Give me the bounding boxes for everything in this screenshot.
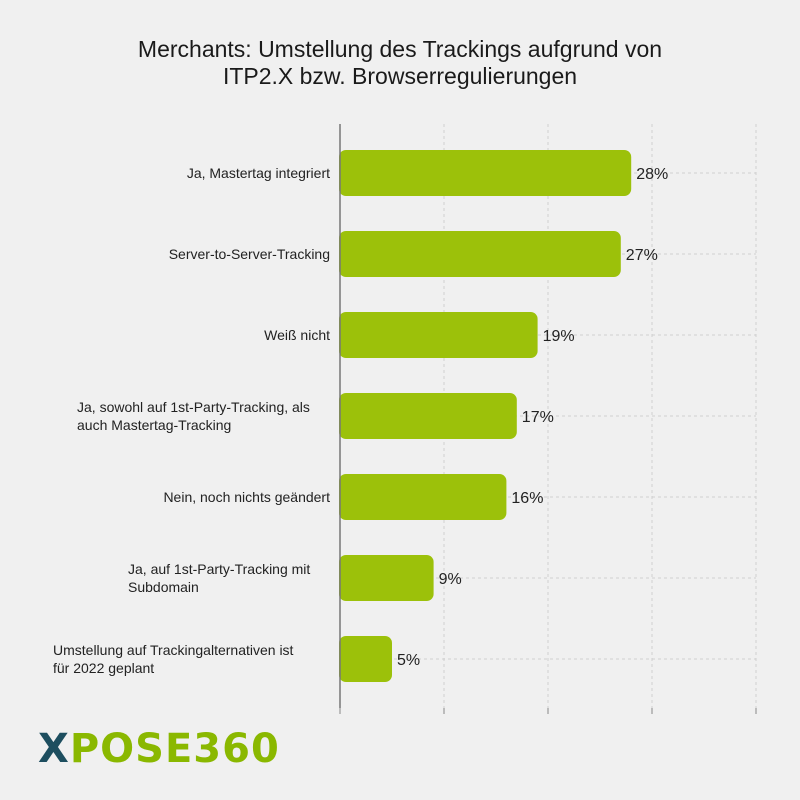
category-label: Weiß nicht: [45, 326, 330, 344]
category-label: Ja, sowohl auf 1st-Party-Tracking, als au…: [77, 398, 310, 434]
category-label-line: auch Mastertag-Tracking: [77, 417, 232, 433]
logo-x: X: [38, 726, 70, 772]
data-label: 17%: [522, 409, 554, 426]
category-label-line: Ja, sowohl auf 1st-Party-Tracking, als: [77, 399, 310, 415]
category-label-line: Ja, Mastertag integriert: [186, 165, 330, 181]
category-label-line: Ja, auf 1st-Party-Tracking mit: [128, 561, 311, 577]
category-label-line: für 2022 geplant: [53, 660, 155, 676]
data-label: 19%: [543, 328, 575, 345]
category-label: Ja, auf 1st-Party-Tracking mit Subdomain: [128, 560, 310, 596]
bar: [339, 555, 434, 601]
category-label: Server-to-Server-Tracking: [45, 245, 330, 263]
category-label-line: Nein, noch nichts geändert: [163, 489, 330, 505]
bar: [339, 231, 621, 277]
category-label: Ja, Mastertag integriert: [45, 164, 330, 182]
logo-text: POSE360: [69, 726, 280, 772]
bar: [339, 150, 632, 196]
title-line-1: Merchants: Umstellung des Trackings aufg…: [137, 36, 663, 62]
category-label-line: Umstellung auf Trackingalternativen ist: [53, 642, 294, 658]
data-label: 27%: [626, 247, 658, 264]
data-label: 16%: [511, 490, 543, 507]
data-label: 9%: [439, 571, 462, 588]
bar: [339, 393, 517, 439]
chart-title: Merchants: Umstellung des Trackings aufg…: [40, 36, 760, 90]
bar: [339, 636, 392, 682]
bar: [339, 474, 507, 520]
title-line-2: ITP2.X bzw. Browserregulierungen: [222, 63, 578, 89]
category-label-line: Server-to-Server-Tracking: [168, 246, 330, 262]
bar: [339, 312, 538, 358]
xpose360-logo: XPOSE360: [38, 727, 280, 771]
data-label: 28%: [636, 166, 668, 183]
data-label: 5%: [397, 652, 420, 669]
category-label: Nein, noch nichts geändert: [45, 488, 330, 506]
category-label-line: Weiß nicht: [264, 327, 330, 343]
category-label-line: Subdomain: [128, 579, 199, 595]
category-label: Umstellung auf Trackingalternativen ist f…: [53, 641, 293, 677]
